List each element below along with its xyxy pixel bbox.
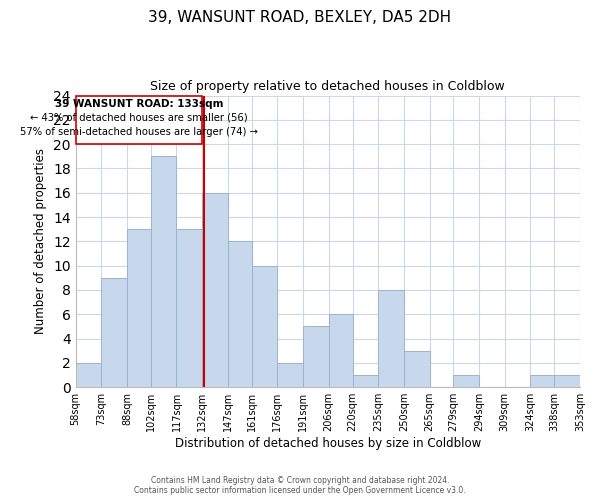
Bar — [202, 193, 228, 387]
Text: ← 43% of detached houses are smaller (56): ← 43% of detached houses are smaller (56… — [30, 112, 248, 122]
Bar — [530, 375, 554, 387]
Bar — [329, 314, 353, 387]
Bar — [277, 363, 303, 387]
Bar — [151, 156, 176, 387]
Title: Size of property relative to detached houses in Coldblow: Size of property relative to detached ho… — [151, 80, 505, 93]
Bar — [76, 363, 101, 387]
Bar — [176, 229, 202, 387]
Bar — [252, 266, 277, 387]
Bar — [353, 375, 378, 387]
Text: 39 WANSUNT ROAD: 133sqm: 39 WANSUNT ROAD: 133sqm — [55, 99, 223, 109]
Bar — [378, 290, 404, 387]
Text: 39, WANSUNT ROAD, BEXLEY, DA5 2DH: 39, WANSUNT ROAD, BEXLEY, DA5 2DH — [148, 10, 452, 25]
Text: 57% of semi-detached houses are larger (74) →: 57% of semi-detached houses are larger (… — [20, 126, 258, 136]
Bar — [404, 351, 430, 387]
X-axis label: Distribution of detached houses by size in Coldblow: Distribution of detached houses by size … — [175, 437, 481, 450]
Bar — [303, 326, 329, 387]
FancyBboxPatch shape — [76, 96, 202, 144]
Y-axis label: Number of detached properties: Number of detached properties — [34, 148, 47, 334]
Bar — [554, 375, 580, 387]
Text: Contains HM Land Registry data © Crown copyright and database right 2024.
Contai: Contains HM Land Registry data © Crown c… — [134, 476, 466, 495]
Bar — [127, 229, 151, 387]
Bar — [454, 375, 479, 387]
Bar — [101, 278, 127, 387]
Bar — [228, 242, 252, 387]
